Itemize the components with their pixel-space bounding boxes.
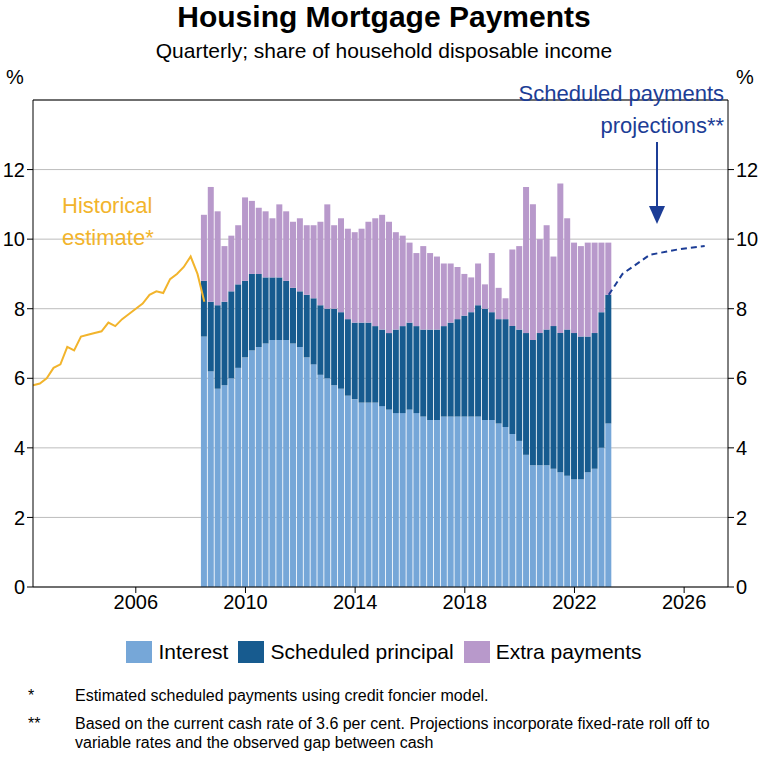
html-text:Scheduled payments: Scheduled payments <box>518 81 724 106</box>
svg-text:2018: 2018 <box>443 591 488 613</box>
html-text:Extra payments: Extra payments <box>495 640 642 663</box>
svg-text:8: 8 <box>736 298 747 320</box>
svg-text:2026: 2026 <box>662 591 707 613</box>
svg-text:2022: 2022 <box>552 591 597 613</box>
svg-text:6: 6 <box>736 367 747 389</box>
svg-text:0: 0 <box>14 576 25 598</box>
svg-text:2014: 2014 <box>333 591 378 613</box>
html-text:Scheduled principal: Scheduled principal <box>270 640 454 663</box>
svg-text:2: 2 <box>736 507 747 529</box>
html-text:Based on the current cash rate: Based on the current cash rate of 3.6 pe… <box>75 715 710 751</box>
svg-text:12: 12 <box>8 159 25 181</box>
html-text:Estimated scheduled payments u: Estimated scheduled payments using credi… <box>75 687 489 704</box>
html-text:projections**: projections** <box>600 113 724 138</box>
svg-text:2010: 2010 <box>223 591 268 613</box>
html-text:estimate*: estimate* <box>62 225 154 250</box>
html-text:Historical: Historical <box>62 193 153 218</box>
svg-text:0: 0 <box>736 576 747 598</box>
svg-text:10: 10 <box>8 228 25 250</box>
svg-text:2006: 2006 <box>114 591 159 613</box>
svg-text:12: 12 <box>736 159 758 181</box>
svg-text:6: 6 <box>14 367 25 389</box>
html-text:Housing Mortgage Payments: Housing Mortgage Payments <box>177 0 591 33</box>
svg-text:2: 2 <box>14 507 25 529</box>
html-text:Quarterly; share of household: Quarterly; share of household disposable… <box>155 39 613 62</box>
svg-text:4: 4 <box>14 437 25 459</box>
svg-text:8: 8 <box>14 298 25 320</box>
svg-text:10: 10 <box>736 228 758 250</box>
svg-text:4: 4 <box>736 437 747 459</box>
html-text:Interest: Interest <box>158 640 229 663</box>
